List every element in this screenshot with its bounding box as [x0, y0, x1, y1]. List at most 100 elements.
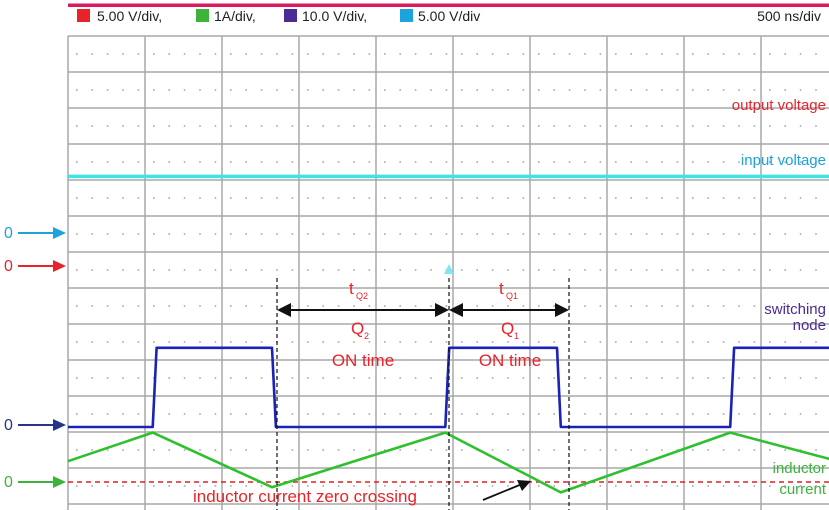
grid-dot: [245, 233, 247, 235]
grid-dot: [815, 161, 817, 163]
grid-dot: [707, 485, 709, 487]
zero-marker-output: 0: [4, 258, 13, 275]
grid-dot: [430, 53, 432, 55]
grid-dot: [707, 125, 709, 127]
grid-dot: [445, 305, 448, 307]
grid-dot: [676, 125, 679, 127]
grid-dot: [214, 269, 217, 271]
grid-dot: [337, 197, 340, 199]
grid-dot: [722, 197, 725, 199]
grid-dot: [692, 89, 694, 91]
grid-dot: [399, 233, 401, 235]
q1-subscript: 1: [514, 331, 519, 341]
grid-dot: [769, 161, 771, 163]
grid-dot: [230, 269, 232, 271]
grid-dot: [322, 197, 324, 199]
grid-dot: [106, 485, 109, 487]
grid-dot: [353, 197, 355, 199]
grid-dot: [214, 341, 217, 343]
grid-dot: [538, 377, 540, 379]
grid-dot: [168, 413, 170, 415]
grid-dot: [645, 485, 648, 487]
grid-dot: [491, 413, 494, 415]
grid-dot: [692, 53, 694, 55]
grid-dot: [692, 269, 694, 271]
grid-dot: [183, 413, 186, 415]
t-q1-label: t: [499, 279, 504, 298]
grid-dot: [353, 449, 355, 451]
grid-dot: [584, 305, 586, 307]
grid-dot: [584, 341, 586, 343]
grid-dot: [137, 161, 140, 163]
grid-dot: [353, 233, 355, 235]
grid-dot: [769, 269, 771, 271]
grid-dot: [414, 197, 417, 199]
grid-dot: [183, 53, 186, 55]
grid-dot: [615, 377, 617, 379]
grid-dot: [291, 53, 294, 55]
grid-dot: [122, 449, 124, 451]
grid-dot: [137, 485, 140, 487]
grid-dot: [137, 233, 140, 235]
grid-dot: [106, 413, 109, 415]
grid-dot: [522, 197, 525, 199]
grid-dot: [353, 161, 355, 163]
grid-dot: [260, 305, 263, 307]
grid-dot: [307, 377, 309, 379]
grid-dot: [322, 161, 324, 163]
grid-dot: [676, 233, 679, 235]
grid-dot: [137, 197, 140, 199]
grid-dot: [676, 53, 679, 55]
grid-dot: [214, 413, 217, 415]
grid-dot: [707, 89, 709, 91]
grid-dot: [245, 341, 247, 343]
grid-dot: [168, 125, 170, 127]
grid-dot: [137, 449, 140, 451]
grid-dot: [661, 377, 663, 379]
grid-dot: [615, 305, 617, 307]
grid-dot: [507, 305, 509, 307]
grid-dot: [722, 341, 725, 343]
grid-dot: [676, 341, 679, 343]
grid-dot: [106, 197, 109, 199]
zero-arrowhead-input: [53, 227, 66, 239]
grid-dot: [322, 233, 324, 235]
grid-dot: [445, 377, 448, 379]
grid-dot: [322, 125, 324, 127]
grid-dot: [645, 377, 648, 379]
grid-dot: [722, 89, 725, 91]
grid-dot: [106, 269, 109, 271]
grid-dot: [122, 341, 124, 343]
grid-dot: [199, 377, 201, 379]
grid-dot: [553, 377, 555, 379]
grid-dot: [769, 197, 771, 199]
grid-dot: [769, 53, 771, 55]
grid-dot: [384, 53, 386, 55]
grid-dot: [707, 269, 709, 271]
grid-dot: [522, 233, 525, 235]
grid-dot: [784, 89, 786, 91]
grid-dot: [461, 125, 463, 127]
grid-dot: [738, 485, 740, 487]
grid-dot: [368, 341, 371, 343]
grid-dot: [445, 197, 448, 199]
grid-dot: [183, 269, 186, 271]
grid-dot: [784, 197, 786, 199]
grid-dot: [307, 161, 309, 163]
grid-dot: [538, 125, 540, 127]
grid-dot: [722, 485, 725, 487]
grid-dot: [137, 413, 140, 415]
trace-label-switching-node: switching: [764, 301, 826, 318]
grid-dot: [661, 269, 663, 271]
grid-dot: [491, 197, 494, 199]
grid-dot: [260, 413, 263, 415]
grid-dot: [353, 413, 355, 415]
grid-dot: [368, 449, 371, 451]
grid-dot: [707, 449, 709, 451]
grid-dot: [522, 449, 525, 451]
grid-dot: [815, 53, 817, 55]
grid-dot: [368, 161, 371, 163]
grid-dot: [522, 161, 525, 163]
grid-dot: [584, 89, 586, 91]
grid-dot: [337, 449, 340, 451]
